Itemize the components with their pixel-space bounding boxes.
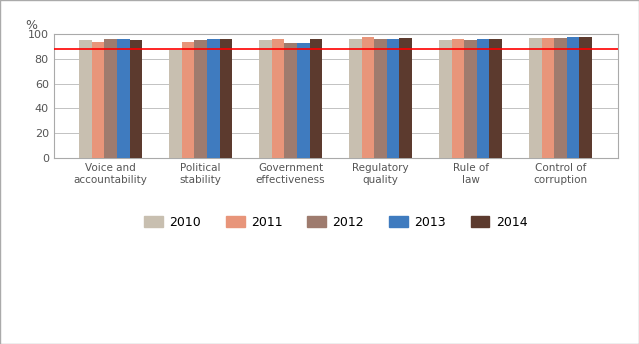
- Bar: [387, 39, 399, 158]
- Bar: [79, 40, 92, 158]
- Bar: [130, 40, 142, 158]
- Bar: [220, 39, 232, 158]
- Bar: [477, 39, 489, 158]
- Bar: [465, 40, 477, 158]
- Y-axis label: %: %: [25, 19, 37, 32]
- Bar: [297, 43, 309, 158]
- Bar: [349, 39, 362, 158]
- Bar: [529, 38, 542, 158]
- Bar: [362, 37, 374, 158]
- Bar: [259, 40, 272, 158]
- Bar: [207, 39, 220, 158]
- Bar: [554, 38, 567, 158]
- Bar: [272, 39, 284, 158]
- Legend: 2010, 2011, 2012, 2013, 2014: 2010, 2011, 2012, 2013, 2014: [139, 211, 532, 234]
- Bar: [284, 43, 297, 158]
- Bar: [580, 37, 592, 158]
- Bar: [309, 39, 322, 158]
- Bar: [182, 42, 194, 158]
- Bar: [452, 39, 465, 158]
- Bar: [104, 39, 117, 158]
- Bar: [542, 38, 554, 158]
- Bar: [92, 42, 104, 158]
- Bar: [194, 40, 207, 158]
- Bar: [567, 37, 580, 158]
- Bar: [489, 39, 502, 158]
- Bar: [117, 39, 130, 158]
- Bar: [399, 38, 412, 158]
- Bar: [439, 40, 452, 158]
- Bar: [169, 50, 182, 158]
- Bar: [374, 39, 387, 158]
